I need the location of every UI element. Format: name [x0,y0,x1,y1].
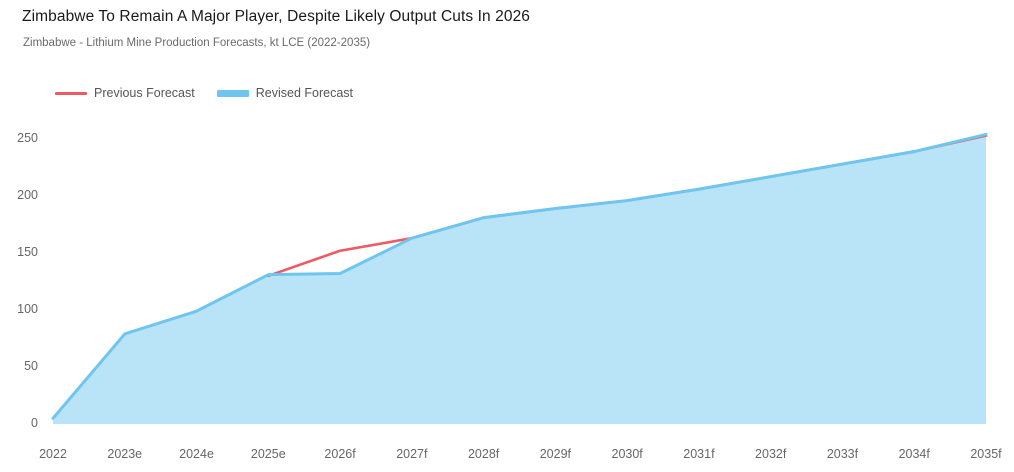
legend-swatch-previous-icon [55,91,87,95]
y-axis-tick-label: 0 [31,416,38,430]
y-axis-tick-label: 150 [17,245,38,259]
y-axis-tick-label: 100 [17,302,38,316]
x-axis-tick-label: 2023e [107,447,143,461]
revised-forecast-area [53,134,986,424]
x-axis-tick-label: 2031f [683,447,715,461]
x-axis-tick-label: 2030f [611,447,643,461]
x-axis-tick-label: 2024e [179,447,214,461]
revised-forecast-line [51,132,988,420]
y-axis-tick-label: 50 [24,359,38,373]
x-axis-tick-label: 2033f [826,447,859,461]
chart-title: Zimbabwe To Remain A Major Player, Despi… [22,8,531,25]
x-axis-tick-label: 2029f [539,447,572,461]
x-axis-tick-label: 2032f [755,447,787,461]
x-axis-tick-label: 2026f [324,447,356,461]
y-axis-tick-label: 250 [17,131,38,145]
x-axis-tick-label: 2028f [467,447,500,461]
legend-swatch-revised-icon [216,89,249,97]
x-axis-tick-label: 2035f [970,447,1002,461]
legend-item-revised-forecast[interactable]: Revised Forecast [216,86,353,100]
legend-label-revised: Revised Forecast [255,86,353,100]
chart-legend: Previous Forecast Revised Forecast [55,85,353,101]
chart-subtitle: Zimbabwe - Lithium Mine Production Forec… [23,37,371,49]
y-axis-tick-label: 200 [17,188,38,202]
x-axis-tick-label: 2027f [396,447,428,461]
x-axis-tick-label: 2034f [898,447,930,461]
legend-item-previous-forecast[interactable]: Previous Forecast [55,86,195,100]
x-axis-tick-label: 2022 [39,447,67,461]
legend-label-previous: Previous Forecast [94,86,195,100]
x-axis-tick-label: 2025e [250,447,286,461]
